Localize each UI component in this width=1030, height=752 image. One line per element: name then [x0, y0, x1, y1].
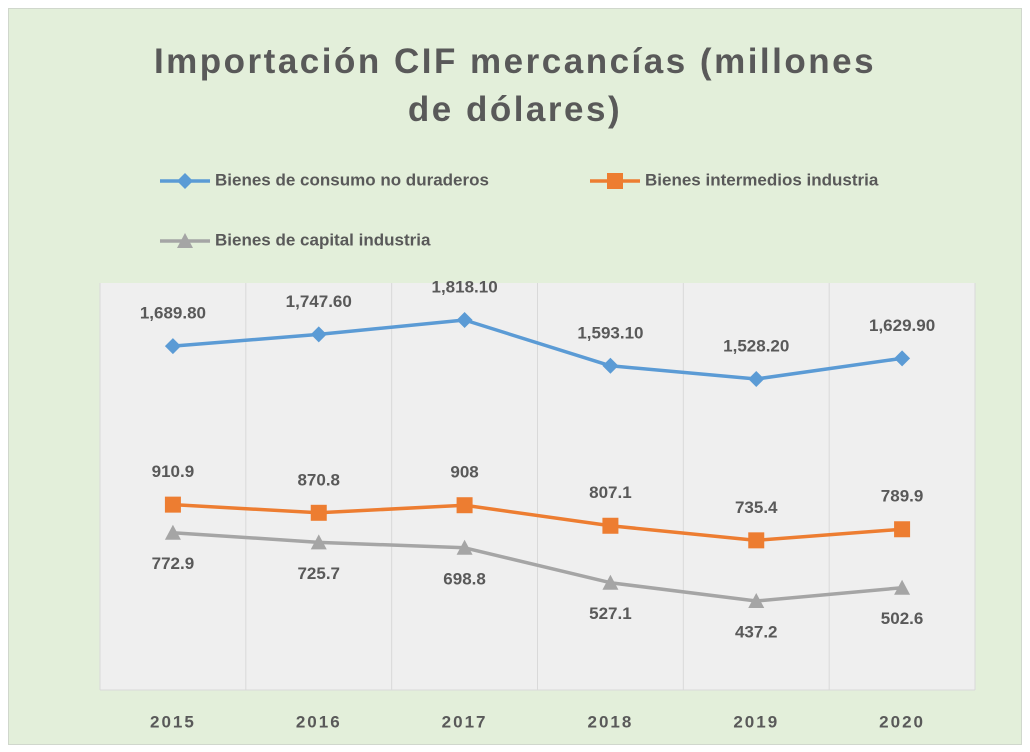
data-point	[894, 579, 911, 595]
legend-marker	[177, 233, 193, 248]
data-point	[602, 357, 619, 374]
x-tick-label: 2019	[733, 712, 779, 731]
data-label: 527.1	[589, 604, 632, 623]
data-point	[602, 517, 619, 534]
data-label: 735.4	[735, 498, 778, 517]
x-tick-label: 2016	[296, 712, 342, 731]
data-point	[456, 497, 473, 514]
data-label: 502.6	[881, 609, 924, 628]
data-label: 807.1	[589, 483, 632, 502]
chart-title: Importación CIF mercancías (millones de …	[153, 42, 877, 129]
data-point	[602, 574, 619, 590]
data-label: 1,747.60	[286, 292, 352, 311]
legend-label: Bienes de capital industria	[215, 230, 431, 249]
data-point	[310, 326, 327, 343]
legend-marker	[177, 173, 193, 189]
data-point	[894, 350, 911, 367]
legend-label: Bienes intermedios industria	[645, 170, 879, 189]
data-label: 1,593.10	[577, 323, 643, 342]
data-label: 1,629.90	[869, 316, 935, 335]
data-label: 698.8	[443, 569, 486, 588]
series-line	[172, 318, 903, 381]
data-label: 772.9	[152, 554, 195, 573]
data-label: 908	[450, 463, 478, 482]
data-label: 910.9	[152, 462, 195, 481]
series-line	[172, 530, 903, 603]
data-point	[748, 532, 765, 549]
data-point	[894, 521, 911, 538]
data-point	[748, 371, 765, 388]
data-label: 1,689.80	[140, 304, 206, 323]
series-line	[172, 502, 903, 543]
data-point	[164, 524, 181, 540]
data-label: 870.8	[297, 470, 340, 489]
data-label: 789.9	[881, 487, 924, 506]
data-point	[164, 496, 181, 513]
x-tick-label: 2015	[150, 712, 196, 731]
data-label: 437.2	[735, 623, 778, 642]
data-label: 1,818.10	[431, 278, 497, 297]
data-point	[164, 338, 181, 355]
x-tick-label: 2017	[442, 712, 488, 731]
x-tick-label: 2020	[879, 712, 925, 731]
data-point	[748, 593, 765, 609]
data-label: 1,528.20	[723, 336, 789, 355]
legend-label: Bienes de consumo no duraderos	[215, 170, 489, 189]
data-point	[456, 539, 473, 555]
data-label: 725.7	[297, 564, 340, 583]
data-point	[456, 312, 473, 329]
data-point	[310, 504, 327, 521]
legend-marker	[607, 173, 623, 189]
data-point	[310, 534, 327, 550]
x-tick-label: 2018	[588, 712, 634, 731]
